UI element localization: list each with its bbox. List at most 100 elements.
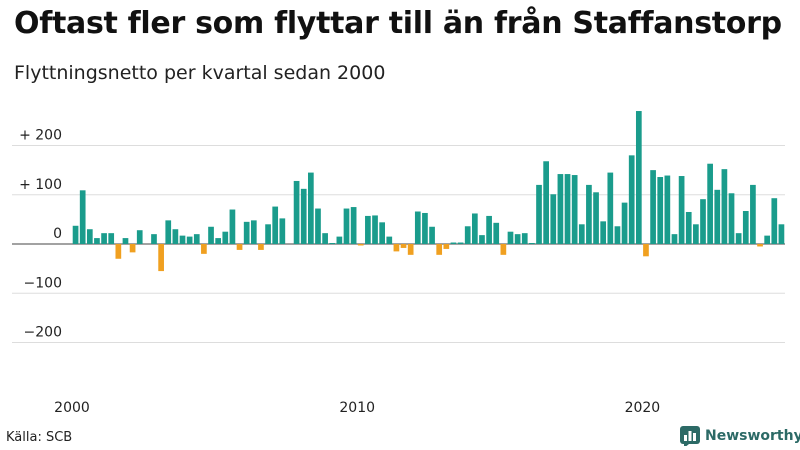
bar: 2014 K3: 57 bbox=[486, 215, 492, 244]
source-note: Källa: SCB bbox=[6, 430, 73, 445]
bar: 2003 K2: 48 bbox=[165, 220, 172, 244]
bar: 2018 K3: 46 bbox=[600, 221, 607, 244]
bar-chart: + 200 + 100 0 −100 −200 2000 K1: 372000 K2: … bbox=[12, 111, 785, 416]
bar: 2006 K2: 48 bbox=[250, 220, 257, 244]
bar: 2006 K3: -12 bbox=[258, 244, 264, 250]
bar: 2020 K1: -25 bbox=[643, 244, 649, 257]
bar: 2018 K4: 145 bbox=[607, 172, 614, 244]
bar: 2013 K1: -10 bbox=[443, 244, 450, 249]
bar: 2010 K1: -3 bbox=[357, 244, 364, 246]
bar: 2005 K2: 25 bbox=[222, 231, 229, 244]
bar: 2020 K2: 150 bbox=[650, 170, 656, 245]
bar: 2001 K4: 12 bbox=[122, 238, 129, 244]
bar: 2018 K2: 105 bbox=[593, 192, 599, 244]
bar: 2000 K3: 30 bbox=[86, 229, 93, 244]
bar: 2005 K1: 12 bbox=[215, 238, 222, 244]
bar: 2011 K4: -22 bbox=[407, 244, 414, 255]
bar: 2007 K1: 76 bbox=[272, 206, 279, 244]
bar: 2011 K2: -15 bbox=[393, 244, 400, 252]
bar: 2024 K3: 93 bbox=[771, 198, 778, 244]
bar: 2003 K3: 30 bbox=[172, 229, 179, 244]
bar: 2007 K2: 52 bbox=[279, 218, 286, 244]
newsworthy-logo[interactable]: Newsworthy bbox=[680, 426, 800, 446]
brand-name: Newsworthy bbox=[705, 428, 800, 444]
bar: 2018 K1: 120 bbox=[586, 184, 592, 244]
bar: 2015 K3: 20 bbox=[514, 234, 521, 244]
bar: 2004 K1: 15 bbox=[186, 236, 193, 244]
bar: 2019 K1: 36 bbox=[614, 226, 621, 244]
bar: 2021 K4: 40 bbox=[693, 224, 699, 244]
bar: 2001 K2: 22 bbox=[108, 233, 115, 244]
bar: 2014 K2: 18 bbox=[479, 235, 485, 244]
bar: 2010 K4: 44 bbox=[379, 222, 385, 244]
bar: 2008 K1: 112 bbox=[300, 188, 307, 244]
x-axis-labels: 2000 2010 2020 bbox=[54, 400, 660, 416]
bar: 2021 K3: 65 bbox=[685, 211, 692, 244]
bar: 2009 K3: 72 bbox=[343, 208, 350, 244]
bar: 2012 K4: -22 bbox=[436, 244, 443, 255]
newsworthy-logo-icon bbox=[680, 426, 700, 446]
bar: 2015 K1: -22 bbox=[500, 244, 507, 255]
bar: 2010 K3: 58 bbox=[372, 215, 378, 244]
bar: 2013 K4: 36 bbox=[464, 226, 471, 244]
bar: 2009 K1: 2 bbox=[329, 243, 336, 245]
bar: 2023 K4: 120 bbox=[750, 184, 756, 244]
bar: 2008 K3: 72 bbox=[315, 208, 321, 244]
x-tick-label: 2020 bbox=[625, 400, 661, 416]
bar: 2020 K3: 136 bbox=[657, 177, 664, 244]
bar: 2019 K3: 180 bbox=[628, 155, 635, 244]
bar: 2004 K2: 20 bbox=[193, 234, 200, 244]
y-tick-label: −200 bbox=[24, 325, 62, 341]
bar: 2024 K1: -5 bbox=[757, 244, 763, 247]
bar: 2017 K4: 40 bbox=[578, 224, 585, 244]
bar: 2014 K1: 62 bbox=[471, 213, 478, 244]
chart-title: Oftast fler som flyttar till än från Sta… bbox=[14, 6, 782, 41]
bar: 2000 K1: 37 bbox=[72, 225, 79, 244]
bars: 2000 K1: 372000 K2: 1092000 K3: 302000 K… bbox=[72, 111, 785, 272]
bar: 2020 K4: 139 bbox=[664, 175, 671, 244]
y-axis-labels: + 200 + 100 0 −100 −200 bbox=[19, 128, 62, 341]
bar: 2022 K2: 163 bbox=[707, 163, 713, 244]
bar: 2015 K2: 25 bbox=[507, 231, 514, 244]
bar: 2004 K4: 35 bbox=[208, 226, 214, 244]
bar: 2024 K4: 40 bbox=[778, 224, 785, 244]
bar: 2016 K4: 101 bbox=[550, 194, 557, 244]
bar: 2022 K3: 110 bbox=[714, 189, 721, 244]
bar: 2024 K2: 17 bbox=[764, 235, 771, 244]
bar: 2021 K2: 138 bbox=[678, 176, 685, 244]
y-tick-label: + 100 bbox=[19, 177, 62, 193]
bar: 2023 K2: 22 bbox=[735, 233, 742, 244]
x-tick-label: 2010 bbox=[339, 400, 375, 416]
bar: 2016 K3: 168 bbox=[543, 161, 549, 244]
bar: 2013 K3: 3 bbox=[457, 242, 464, 244]
bar: 2016 K2: 120 bbox=[536, 184, 542, 244]
y-tick-label: + 200 bbox=[19, 128, 62, 144]
y-tick-label: −100 bbox=[24, 275, 62, 291]
bar: 2014 K4: 43 bbox=[493, 222, 500, 244]
bar: 2008 K2: 145 bbox=[308, 172, 314, 244]
bar: 2009 K2: 15 bbox=[336, 236, 343, 244]
bar: 2000 K4: 12 bbox=[94, 238, 100, 244]
bar: 2006 K4: 40 bbox=[265, 224, 271, 244]
x-tick-label: 2000 bbox=[54, 400, 90, 416]
bar: 2001 K1: 22 bbox=[101, 233, 107, 244]
bar: 2012 K2: 63 bbox=[422, 212, 428, 244]
bar: 2003 K1: -55 bbox=[158, 244, 164, 272]
bar: 2000 K2: 109 bbox=[79, 190, 86, 244]
bar: 2005 K3: 70 bbox=[229, 209, 236, 244]
bar: 2022 K1: 91 bbox=[700, 199, 706, 244]
bar: 2019 K4: 270 bbox=[635, 111, 642, 244]
bar: 2007 K4: 128 bbox=[293, 180, 300, 244]
bar: 2013 K2: 3 bbox=[450, 242, 457, 244]
bar: 2016 K1: 2 bbox=[529, 243, 535, 245]
bar: 2005 K4: -12 bbox=[236, 244, 243, 250]
bar: 2021 K1: 20 bbox=[671, 234, 678, 244]
bar: 2004 K3: -20 bbox=[201, 244, 207, 254]
bar: 2011 K1: 15 bbox=[386, 236, 393, 244]
bar: 2017 K2: 142 bbox=[564, 174, 571, 244]
bar: 2012 K3: 35 bbox=[429, 226, 435, 244]
chart-subtitle: Flyttningsnetto per kvartal sedan 2000 bbox=[14, 62, 386, 84]
